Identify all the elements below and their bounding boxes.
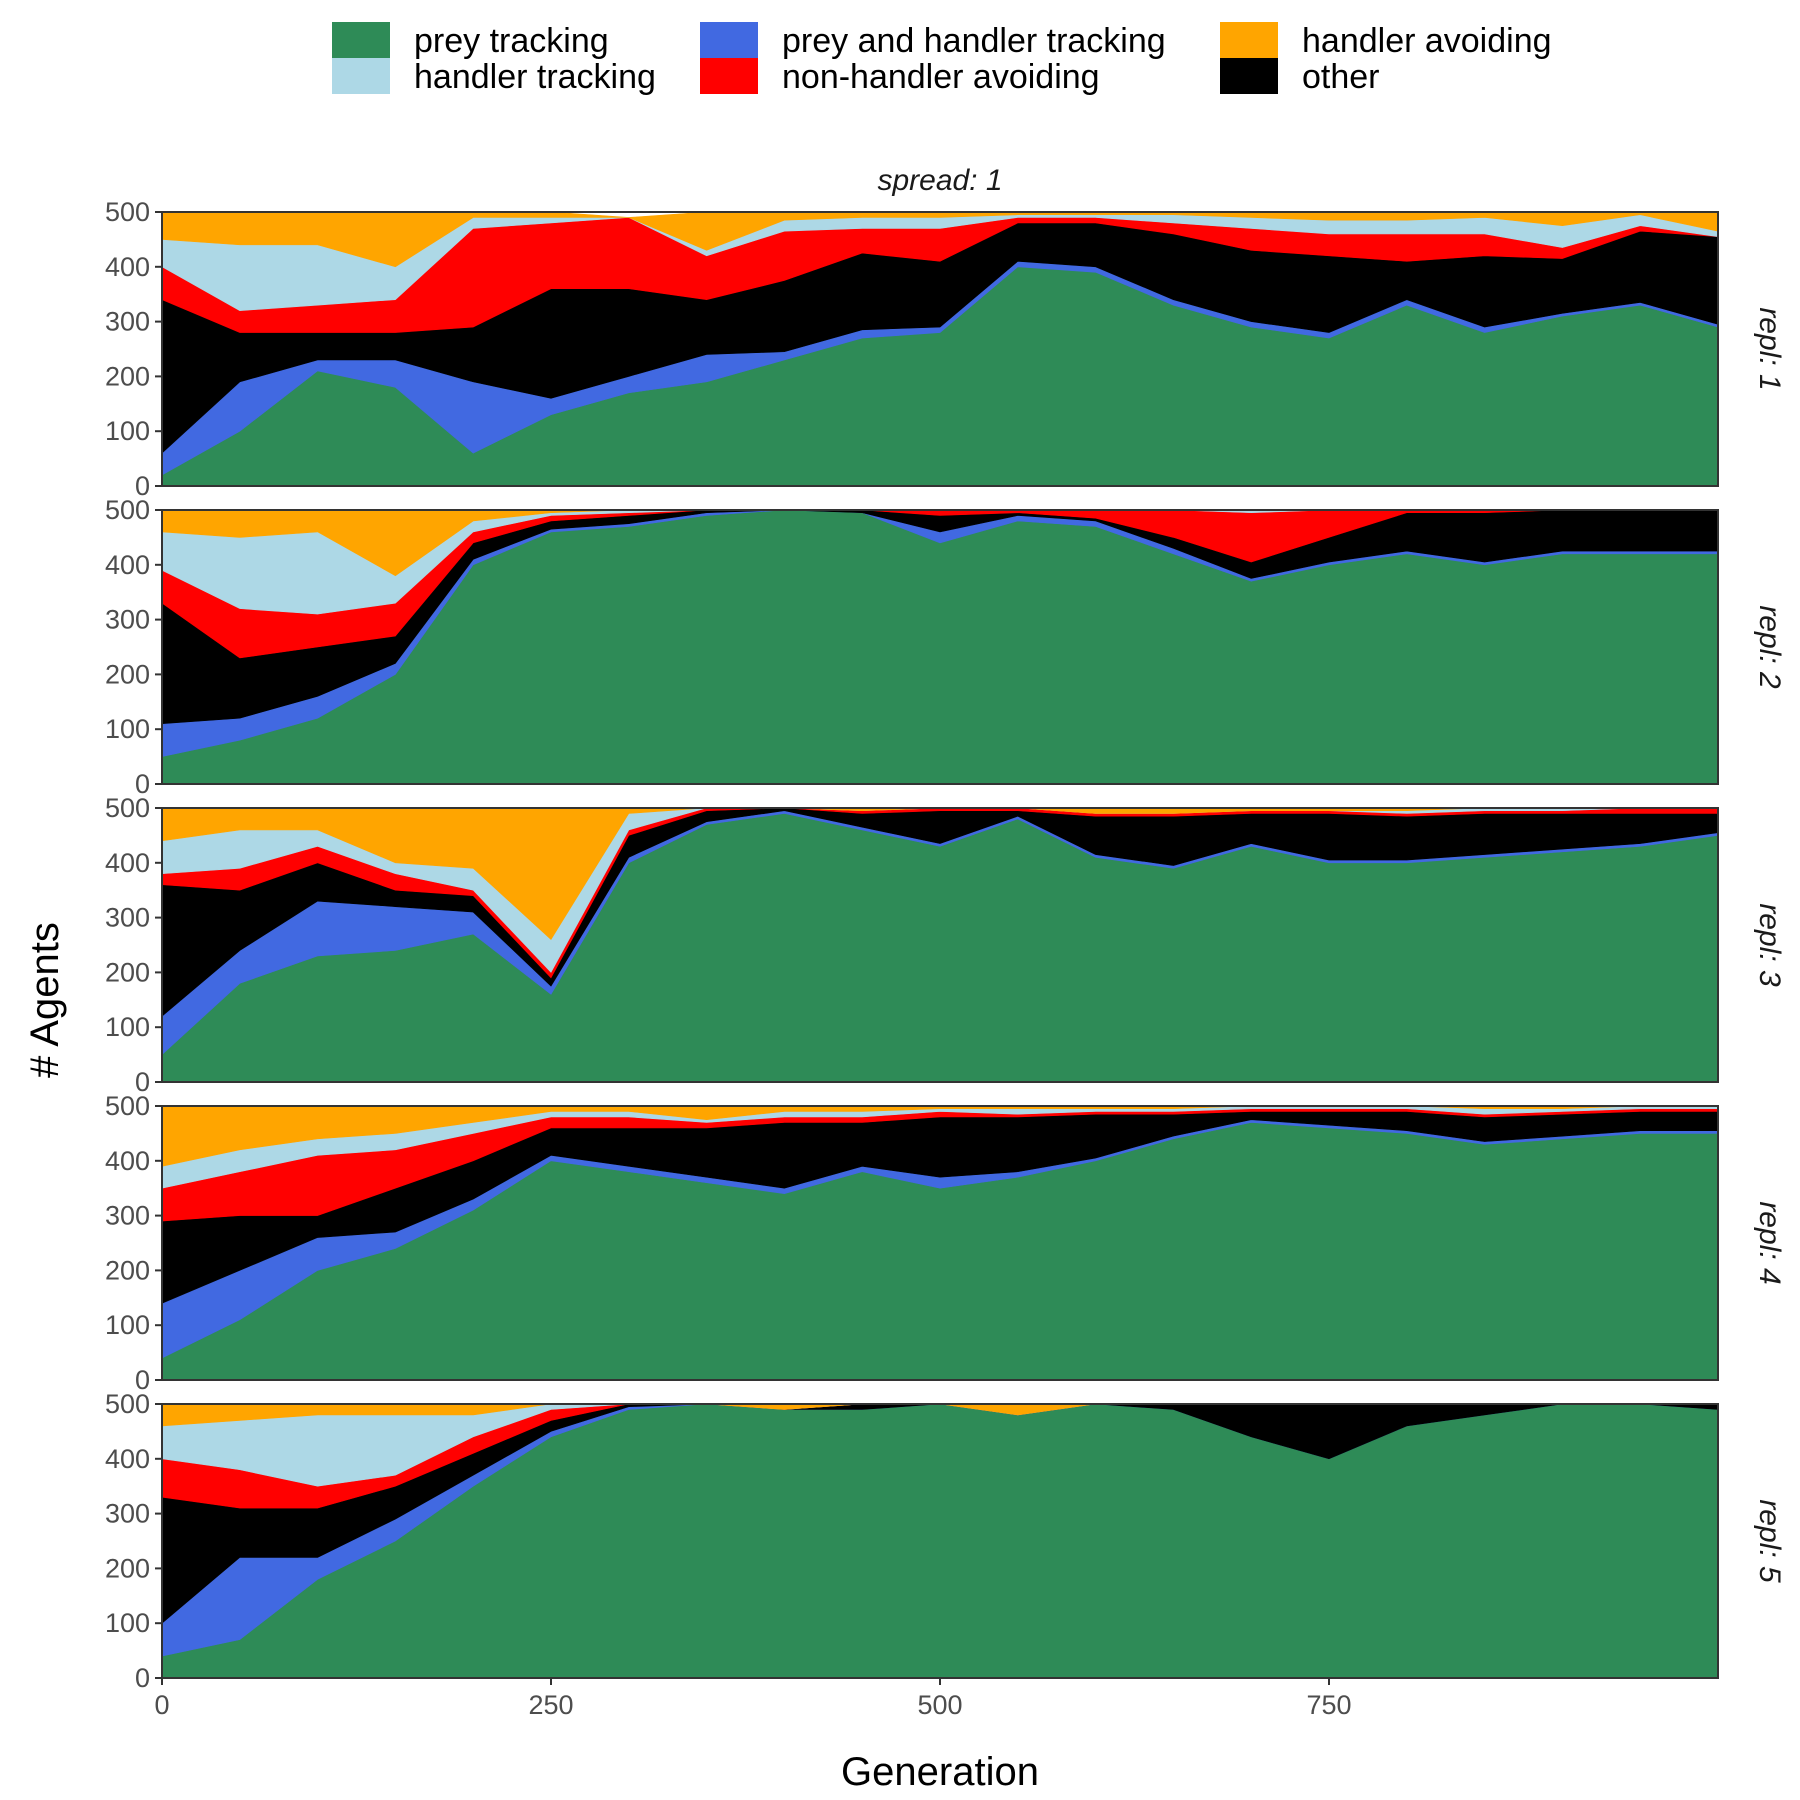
- panel-label: repl: 4: [1753, 1201, 1786, 1284]
- y-tick-label: 0: [135, 1663, 150, 1693]
- facet-title: spread: 1: [877, 164, 1002, 197]
- panel-2: 0 100 200 300 400 500 repl: 2: [105, 495, 1786, 799]
- panels: 0 100 200 300 400 500 repl: 1 0 100 200 300 400 500 r…: [105, 197, 1786, 1693]
- x-tick-label: 500: [917, 1690, 962, 1720]
- panel-frame: [161, 211, 1719, 487]
- y-tick-label: 0: [135, 1067, 150, 1097]
- panel-label: repl: 1: [1753, 307, 1786, 390]
- y-tick-label: 400: [105, 1146, 150, 1176]
- y-tick-label: 100: [105, 416, 150, 446]
- legend-item-handler-avoiding: handler avoiding: [1220, 22, 1552, 60]
- panel-areas: [162, 808, 1718, 1082]
- area-handler-avoiding-panel-1: [162, 212, 1718, 268]
- x-axis-title: Generation: [841, 1750, 1039, 1794]
- y-tick-label: 300: [105, 307, 150, 337]
- legend-swatch-handler-avoiding: [1220, 22, 1278, 58]
- panel-areas: [162, 1106, 1718, 1380]
- y-tick-label: 400: [105, 550, 150, 580]
- legend-swatch-prey-and-handler-tracking: [700, 22, 758, 58]
- legend-swatch-handler-tracking: [332, 58, 390, 94]
- area-other-panel-5: [162, 1404, 1718, 1624]
- area-other-panel-2: [162, 510, 1718, 725]
- y-tick-label: 300: [105, 1201, 150, 1231]
- legend-item-prey-and-handler-tracking: prey and handler tracking: [700, 22, 1166, 60]
- panel-frame: [161, 1105, 1719, 1381]
- y-tick-label: 400: [105, 1444, 150, 1474]
- y-tick-label: 500: [105, 495, 150, 525]
- panel-frame: [161, 807, 1719, 1083]
- legend-item-prey-tracking: prey tracking: [332, 22, 609, 60]
- y-tick-label: 200: [105, 1255, 150, 1285]
- area-handler-avoiding-panel-3: [162, 808, 1718, 940]
- x-axis: 0 250 500 750: [154, 1678, 1352, 1720]
- x-tick-label: 0: [154, 1690, 169, 1720]
- legend-swatch-other: [1220, 58, 1278, 94]
- legend-item-non-handler-avoiding: non-handler avoiding: [700, 58, 1100, 96]
- y-axis-panel-1: 0 100 200 300 400 500: [105, 197, 162, 501]
- panel-5: 0 100 200 300 400 500 repl: 5: [105, 1389, 1786, 1693]
- y-tick-label: 100: [105, 1608, 150, 1638]
- y-axis-panel-2: 0 100 200 300 400 500: [105, 495, 162, 799]
- y-tick-label: 500: [105, 1389, 150, 1419]
- legend-label-other: other: [1302, 58, 1380, 96]
- area-non-handler-avoiding-panel-3: [162, 808, 1718, 979]
- legend-label-handler-avoiding: handler avoiding: [1302, 22, 1552, 60]
- y-tick-label: 200: [105, 1553, 150, 1583]
- panel-label: repl: 2: [1753, 605, 1786, 689]
- y-tick-label: 200: [105, 361, 150, 391]
- panel-label: repl: 5: [1753, 1499, 1786, 1583]
- panel-label: repl: 3: [1753, 903, 1786, 987]
- y-tick-label: 300: [105, 903, 150, 933]
- y-tick-label: 500: [105, 197, 150, 227]
- legend-label-prey-tracking: prey tracking: [414, 22, 609, 60]
- y-tick-label: 400: [105, 848, 150, 878]
- y-tick-label: 400: [105, 252, 150, 282]
- y-tick-label: 0: [135, 769, 150, 799]
- panel-areas: [162, 212, 1718, 486]
- area-non-handler-avoiding-panel-5: [162, 1404, 1718, 1509]
- x-tick-label: 250: [528, 1690, 573, 1720]
- y-tick-label: 300: [105, 605, 150, 635]
- legend-swatch-prey-tracking: [332, 22, 390, 58]
- y-tick-label: 100: [105, 714, 150, 744]
- panel-3: 0 100 200 300 400 500 repl: 3: [105, 793, 1786, 1097]
- panel-areas: [162, 1404, 1718, 1678]
- area-handler-tracking-panel-2: [162, 510, 1718, 615]
- y-tick-label: 100: [105, 1310, 150, 1340]
- area-handler-avoiding-panel-4: [162, 1106, 1718, 1167]
- area-handler-avoiding-panel-5: [162, 1404, 1718, 1427]
- legend-swatch-non-handler-avoiding: [700, 58, 758, 94]
- panel-areas: [162, 510, 1718, 784]
- area-prey-tracking-panel-5: [162, 1404, 1718, 1678]
- y-tick-label: 0: [135, 1365, 150, 1395]
- y-tick-label: 500: [105, 1091, 150, 1121]
- y-axis-panel-4: 0 100 200 300 400 500: [105, 1091, 162, 1395]
- legend-item-other: other: [1220, 58, 1380, 96]
- y-tick-label: 200: [105, 957, 150, 987]
- y-tick-label: 0: [135, 471, 150, 501]
- legend-label-non-handler-avoiding: non-handler avoiding: [782, 58, 1100, 96]
- x-tick-label: 750: [1306, 1690, 1351, 1720]
- legend-label-handler-tracking: handler tracking: [414, 58, 656, 96]
- y-tick-label: 200: [105, 659, 150, 689]
- y-axis-title: # Agents: [23, 922, 67, 1078]
- y-axis-panel-3: 0 100 200 300 400 500: [105, 793, 162, 1097]
- y-tick-label: 100: [105, 1012, 150, 1042]
- y-axis-panel-5: 0 100 200 300 400 500: [105, 1389, 162, 1693]
- y-tick-label: 500: [105, 793, 150, 823]
- legend-item-handler-tracking: handler tracking: [332, 58, 656, 96]
- y-tick-label: 300: [105, 1499, 150, 1529]
- panel-frame: [161, 509, 1719, 785]
- panel-4: 0 100 200 300 400 500 repl: 4: [105, 1091, 1786, 1395]
- panel-1: 0 100 200 300 400 500 repl: 1: [105, 197, 1786, 501]
- legend-label-prey-and-handler-tracking: prey and handler tracking: [782, 22, 1166, 60]
